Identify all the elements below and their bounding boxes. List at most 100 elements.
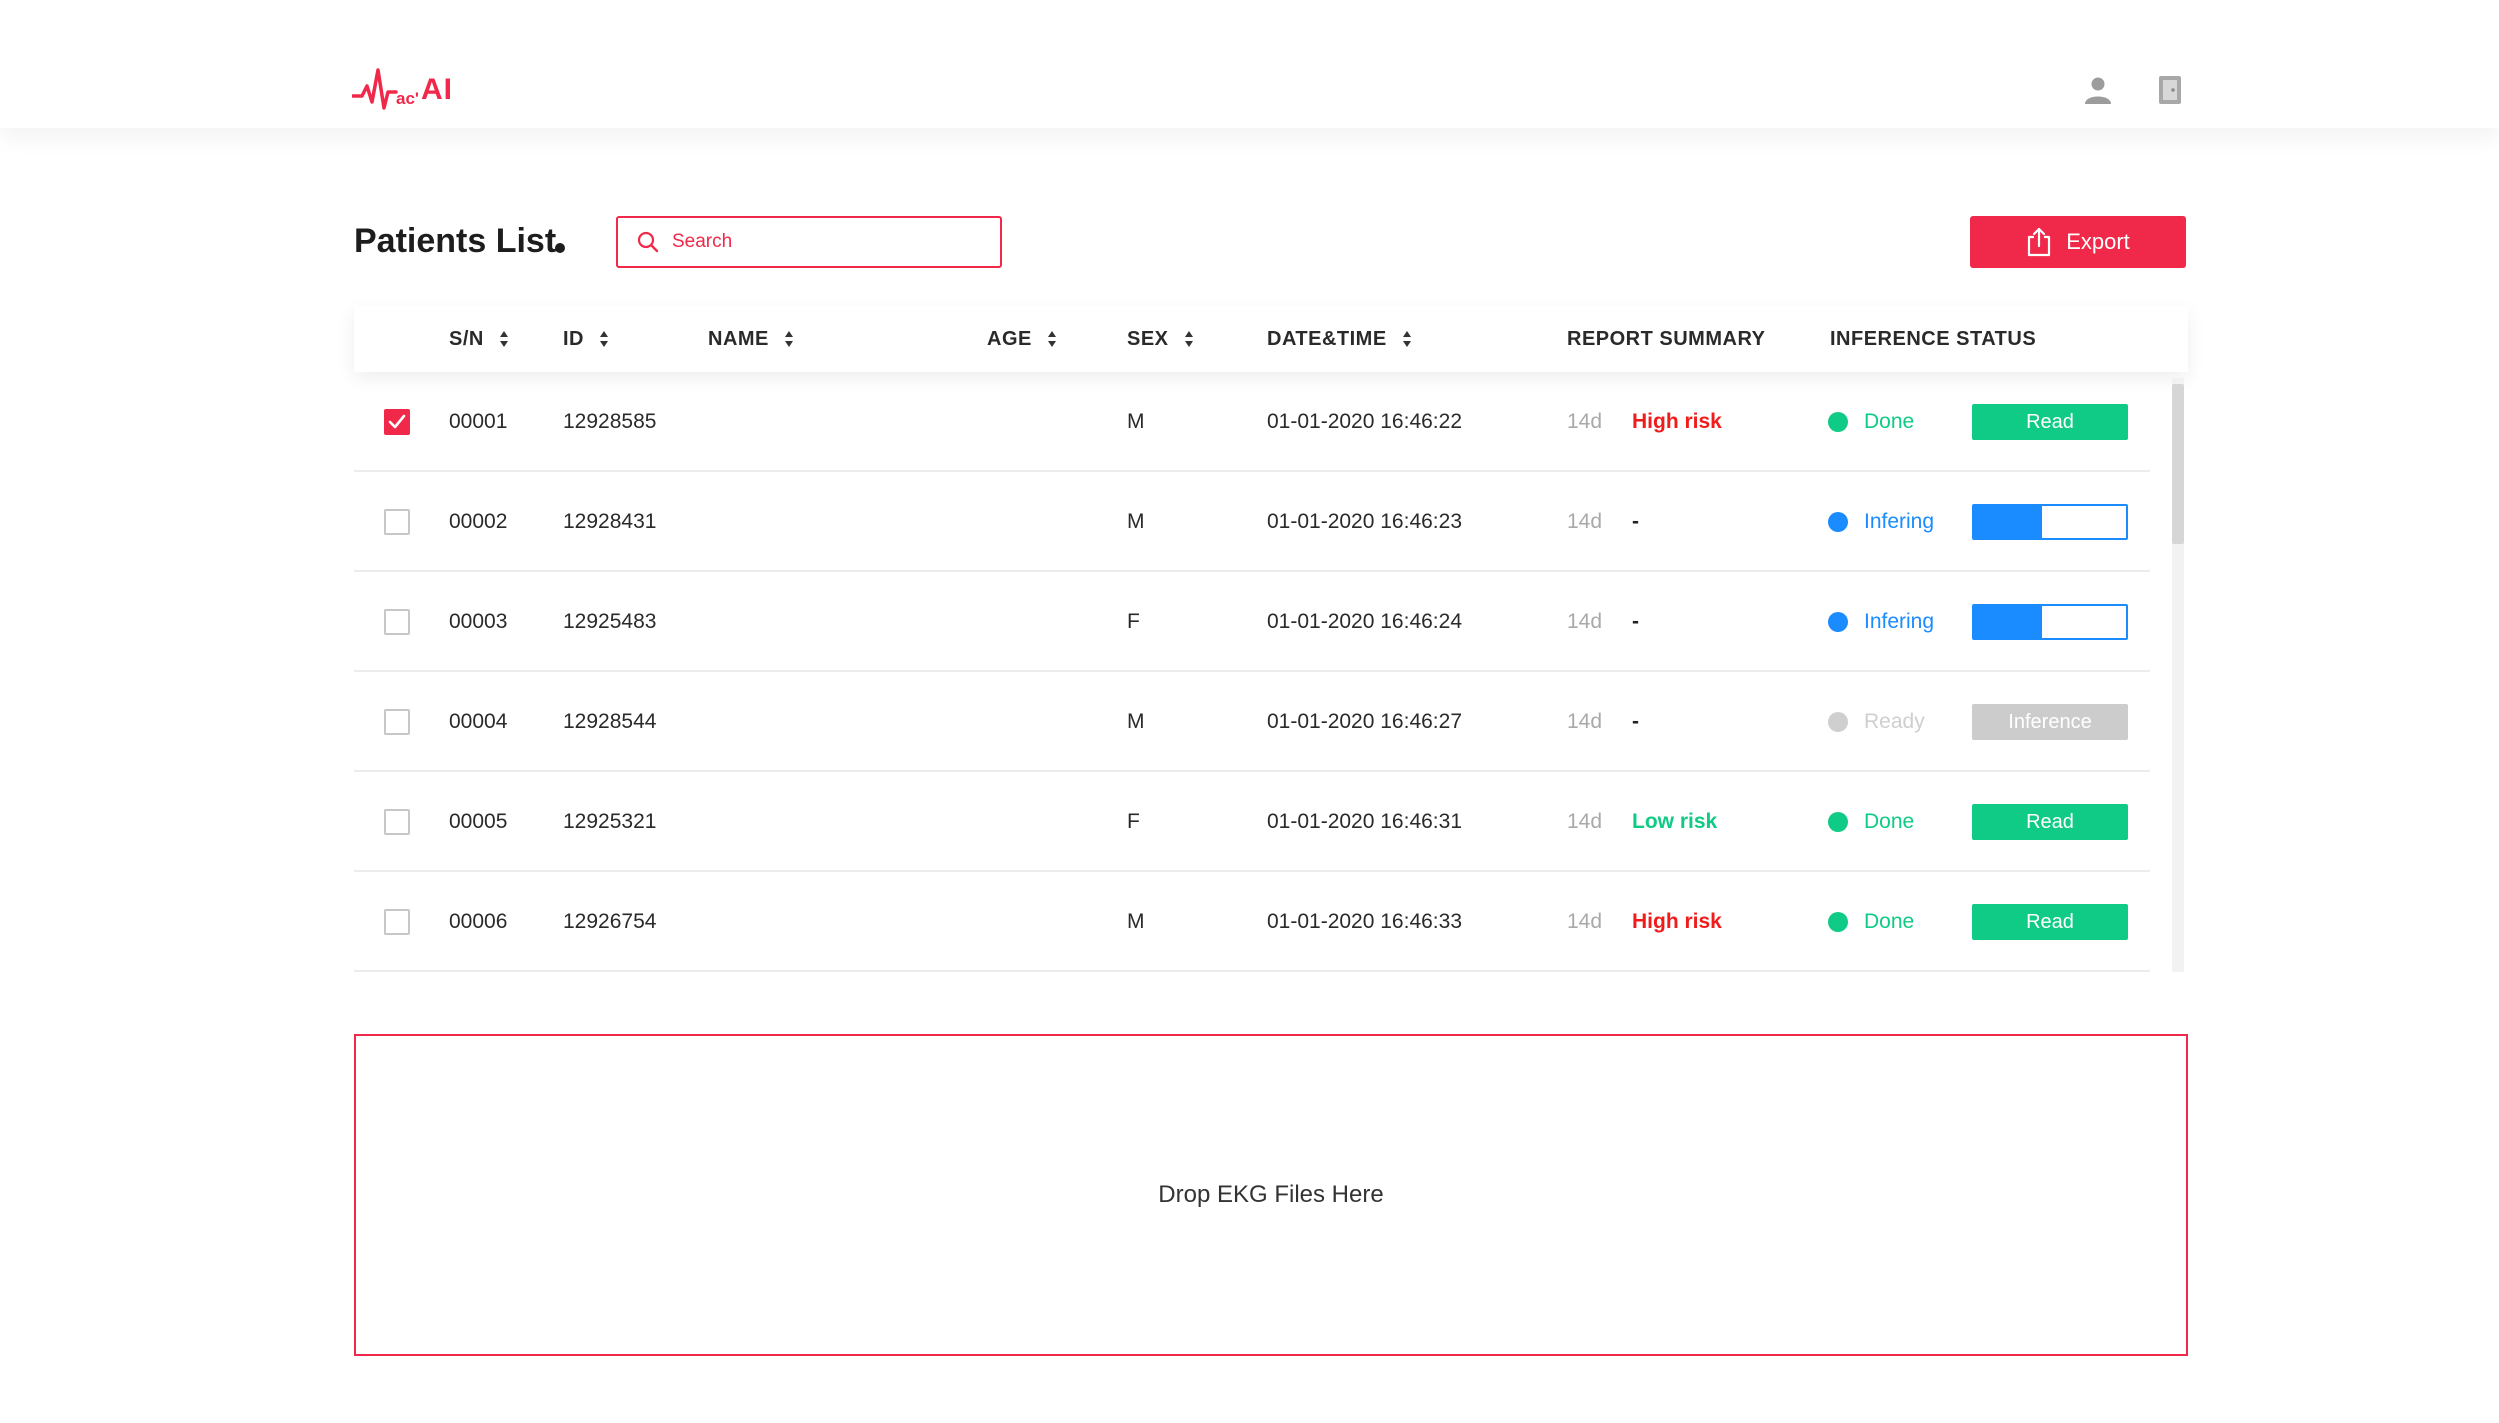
report-summary: High risk (1632, 910, 1722, 933)
inference-progress-bar (1972, 504, 2128, 540)
cell-datetime: 01-01-2020 16:46:23 (1267, 510, 1462, 533)
cell-days: 14d (1567, 910, 1603, 933)
cell-id: 12928585 (563, 410, 657, 433)
column-label: ID (563, 327, 584, 350)
cell-days: 14d (1567, 810, 1603, 833)
table-row[interactable]: 00005 12925321 F 01-01-2020 16:46:31 14d Low … (354, 772, 2150, 872)
column-label: SEX (1127, 327, 1169, 350)
cell-sex: F (1127, 810, 1140, 833)
inference-status: Done (1828, 372, 1914, 472)
report-summary: - (1632, 710, 1639, 733)
row-checkbox[interactable] (384, 809, 410, 835)
table-row[interactable]: 00006 12926754 M 01-01-2020 16:46:33 14d High… (354, 872, 2150, 972)
report-summary: Low risk (1632, 810, 1718, 833)
cell-sex: M (1127, 710, 1145, 733)
cell-id: 12928431 (563, 510, 657, 533)
checkmark-icon (388, 414, 406, 429)
sort-icon[interactable] (499, 330, 508, 348)
column-label: DATE&TIME (1267, 327, 1387, 350)
row-checkbox[interactable] (384, 409, 410, 435)
scrollbar-thumb[interactable] (2172, 384, 2184, 544)
column-header-id[interactable]: ID (563, 306, 608, 372)
sort-icon[interactable] (1402, 330, 1411, 348)
logout-icon[interactable] (2150, 70, 2190, 110)
cell-days: 14d (1567, 410, 1603, 433)
app-logo[interactable]: ac' AI (352, 62, 453, 118)
column-label: INFERENCE STATUS (1830, 327, 2037, 350)
column-label: S/N (449, 327, 484, 350)
cell-datetime: 01-01-2020 16:46:33 (1267, 910, 1462, 933)
cell-days: 14d (1567, 710, 1603, 733)
top-bar: ac' AI (0, 0, 2499, 128)
cell-id: 12925483 (563, 610, 657, 633)
table-scrollbar[interactable] (2172, 378, 2184, 972)
cell-days: 14d (1567, 610, 1603, 633)
status-dot (1828, 912, 1848, 932)
cell-days: 14d (1567, 510, 1603, 533)
dropzone-label: Drop EKG Files Here (1158, 1181, 1384, 1208)
sort-icon[interactable] (784, 330, 793, 348)
table-row[interactable]: 00001 12928585 M 01-01-2020 16:46:22 14d High… (354, 372, 2150, 472)
row-checkbox[interactable] (384, 709, 410, 735)
table-header: S/N ID NAME AGE SEX DATE&TIME REPORT SUM… (354, 306, 2188, 372)
column-header-name[interactable]: NAME (708, 306, 793, 372)
export-button-label: Export (2066, 229, 2130, 254)
search-box[interactable] (616, 216, 1002, 268)
cell-sn: 00004 (449, 710, 508, 733)
cell-sn: 00006 (449, 910, 508, 933)
sort-icon[interactable] (1184, 330, 1193, 348)
column-header-datetime[interactable]: DATE&TIME (1267, 306, 1411, 372)
row-checkbox[interactable] (384, 509, 410, 535)
row-checkbox[interactable] (384, 909, 410, 935)
status-label: Infering (1864, 510, 1935, 533)
status-dot (1828, 612, 1848, 632)
cell-datetime: 01-01-2020 16:46:27 (1267, 710, 1462, 733)
heartbeat-logo-icon (352, 68, 398, 110)
cell-id: 12925321 (563, 810, 657, 833)
cell-sn: 00003 (449, 610, 508, 633)
export-icon (2028, 227, 2051, 257)
status-label: Done (1864, 810, 1915, 833)
status-dot (1828, 512, 1848, 532)
status-dot (1828, 712, 1848, 732)
read-button[interactable]: Read (1972, 904, 2128, 940)
cell-datetime: 01-01-2020 16:46:22 (1267, 410, 1462, 433)
table-row[interactable]: 00004 12928544 M 01-01-2020 16:46:27 14d - Rea… (354, 672, 2150, 772)
sort-icon[interactable] (600, 330, 608, 348)
progress-fill (1974, 606, 2043, 638)
user-icon[interactable] (2078, 70, 2118, 110)
status-label: Infering (1864, 610, 1935, 633)
cell-sn: 00005 (449, 810, 508, 833)
column-header-sex[interactable]: SEX (1127, 306, 1193, 372)
patients-table-body: 00001 12928585 M 01-01-2020 16:46:22 14d High… (354, 372, 2150, 972)
sort-icon[interactable] (1047, 330, 1056, 348)
search-icon (637, 231, 659, 253)
column-header-inference-status: INFERENCE STATUS (1830, 306, 2036, 372)
inference-button[interactable]: Inference (1972, 704, 2128, 740)
status-dot (1828, 412, 1848, 432)
row-action: Inference (1972, 672, 2128, 772)
inference-status: Infering (1828, 472, 1934, 572)
cell-sex: M (1127, 510, 1145, 533)
export-button[interactable]: Export (1970, 216, 2186, 268)
inference-status: Infering (1828, 572, 1934, 672)
column-header-age[interactable]: AGE (987, 306, 1056, 372)
column-header-sn[interactable]: S/N (449, 306, 508, 372)
read-button[interactable]: Read (1972, 404, 2128, 440)
page-title: Patients List (354, 222, 557, 260)
table-row[interactable]: 00002 12928431 M 01-01-2020 16:46:23 14d - Inf… (354, 472, 2150, 572)
ekg-file-dropzone[interactable]: Drop EKG Files Here (354, 1034, 2188, 1356)
table-row[interactable]: 00003 12925483 F 01-01-2020 16:46:24 14d - Inf… (354, 572, 2150, 672)
report-summary: - (1632, 610, 1639, 633)
logo-small-text: ac' (396, 89, 419, 108)
row-action: Read (1972, 772, 2128, 872)
status-dot (1828, 812, 1848, 832)
status-label: Done (1864, 910, 1915, 933)
column-label: AGE (987, 327, 1032, 350)
search-input[interactable] (672, 231, 992, 253)
column-header-report-summary: REPORT SUMMARY (1567, 306, 1765, 372)
read-button[interactable]: Read (1972, 804, 2128, 840)
progress-fill (1974, 506, 2043, 538)
row-checkbox[interactable] (384, 609, 410, 635)
row-action: Read (1972, 872, 2128, 972)
